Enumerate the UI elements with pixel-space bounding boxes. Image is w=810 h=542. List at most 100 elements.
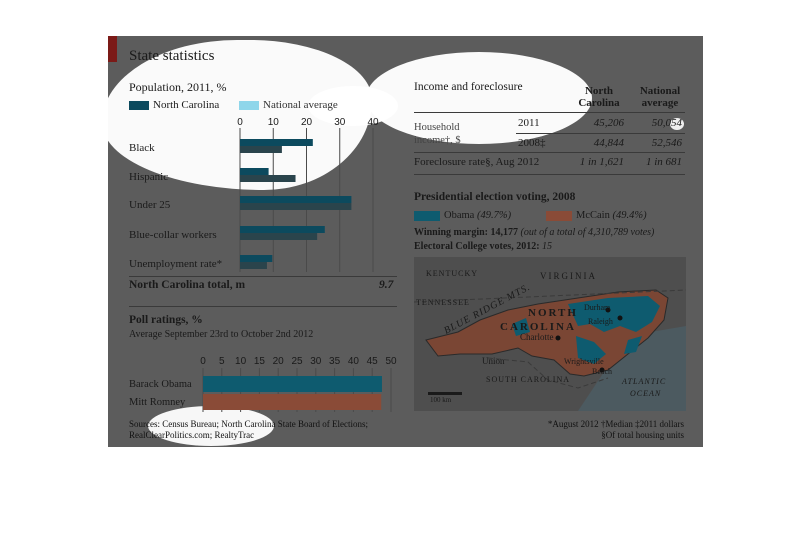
income-row2-rule bbox=[414, 152, 685, 153]
population-category-label: Under 25 bbox=[129, 199, 171, 211]
income-row1-nat: 50,054 bbox=[651, 117, 682, 129]
legend-label-national: National average bbox=[263, 99, 338, 111]
poll-top-rule bbox=[129, 306, 397, 307]
margin-label: Winning margin: 14,177 bbox=[414, 227, 518, 238]
poll-tick-label: 30 bbox=[310, 356, 322, 367]
poll-category-label: Mitt Romney bbox=[129, 397, 186, 408]
obama-regions bbox=[512, 296, 660, 364]
income-col-nc-2: Carolina bbox=[578, 97, 620, 109]
population-total-rule bbox=[129, 276, 397, 277]
population-category-label: Black bbox=[129, 142, 155, 154]
state-border-line bbox=[413, 289, 687, 303]
population-total-value: 9.7 bbox=[379, 279, 394, 291]
map-label-tennessee: TENNESSEE bbox=[416, 298, 470, 307]
map-label-union: Union bbox=[482, 356, 505, 366]
population-bar-nc bbox=[240, 168, 269, 175]
mccain-label: McCain bbox=[576, 210, 610, 221]
map-label-carolina: CAROLINA bbox=[500, 321, 576, 333]
population-tick-label: 40 bbox=[367, 117, 379, 128]
margin-note: (out of a total of 4,310,789 votes) bbox=[520, 227, 655, 238]
obama-label: Obama bbox=[444, 210, 475, 221]
population-bar-national bbox=[240, 262, 267, 269]
notes-line-2: §Of total housing units bbox=[601, 430, 684, 440]
income-row2-nc: 44,844 bbox=[593, 137, 624, 149]
population-bar-nc bbox=[240, 139, 313, 146]
poll-tick-label: 40 bbox=[348, 356, 360, 367]
ec-value: 15 bbox=[542, 241, 553, 252]
map-label-kentucky: KENTUCKY bbox=[426, 269, 478, 278]
population-category-label: Hispanic bbox=[129, 171, 168, 183]
city-durham bbox=[605, 307, 611, 313]
poll-tick-label: 35 bbox=[329, 356, 341, 367]
population-bar-nc bbox=[240, 255, 273, 262]
map-label-scale: 100 km bbox=[430, 396, 452, 404]
income-row1-rule bbox=[516, 133, 685, 134]
income-col-nc-1: North bbox=[584, 85, 614, 97]
sources-line-1: Sources: Census Bureau; North Carolina S… bbox=[129, 419, 368, 429]
population-bar-nc bbox=[240, 196, 352, 203]
income-row2-year: 2008‡ bbox=[518, 137, 546, 149]
population-chart: 0 10 20 30 40 Black Hispanic Under 25 Blue-colla… bbox=[129, 117, 379, 272]
city-charlotte bbox=[555, 335, 561, 341]
map-label-north: NORTH bbox=[528, 307, 578, 319]
poll-tick-label: 5 bbox=[219, 356, 225, 367]
population-tick-label: 10 bbox=[268, 117, 280, 128]
election-map: KENTUCKY VIRGINIA TENNESSEE BLUE RIDGE M… bbox=[413, 257, 687, 411]
poll-chart: 0 5 10 15 20 25 30 35 40 45 50 Barack Obama Mitt Rom… bbox=[129, 356, 397, 412]
population-title: Population, 2011, % bbox=[129, 80, 227, 94]
income-row3-label: Foreclosure rate§, Aug 2012 bbox=[414, 156, 540, 168]
poll-category-label: Barack Obama bbox=[129, 379, 192, 390]
poll-tick-label: 45 bbox=[367, 356, 379, 367]
section-marker bbox=[108, 36, 117, 62]
population-bar-national bbox=[240, 203, 352, 210]
notes-line-1: *August 2012 †Median ‡2011 dollars bbox=[547, 419, 684, 429]
map-label-charlotte: Charlotte bbox=[520, 332, 554, 342]
poll-title: Poll ratings, % bbox=[129, 314, 203, 326]
population-bar-nc bbox=[240, 226, 325, 233]
income-col-nat-2: average bbox=[641, 97, 679, 109]
population-category-label: Unemployment rate* bbox=[129, 258, 222, 270]
map-ocean bbox=[578, 326, 686, 411]
legend-swatch-mccain bbox=[546, 211, 572, 221]
legend-swatch-nc bbox=[129, 101, 149, 110]
legend-label-mccain: McCain (49.4%) bbox=[576, 210, 647, 221]
city-raleigh bbox=[617, 315, 623, 321]
population-bar-national bbox=[240, 233, 318, 240]
map-label-raleigh: Raleigh bbox=[588, 317, 613, 326]
population-tick-label: 30 bbox=[334, 117, 346, 128]
map-label-wrightsville: Wrightsville bbox=[564, 357, 604, 366]
income-row1-year: 2011 bbox=[518, 117, 540, 129]
scale-bar bbox=[428, 392, 462, 395]
mccain-pct: (49.4%) bbox=[612, 210, 647, 221]
income-row2-nat: 52,546 bbox=[651, 137, 682, 149]
income-bottom-rule bbox=[414, 174, 685, 175]
income-header-rule bbox=[414, 112, 685, 113]
map-label-atlantic: ATLANTIC bbox=[621, 377, 666, 386]
income-row1-nc: 45,206 bbox=[593, 117, 624, 129]
poll-tick-label: 15 bbox=[254, 356, 266, 367]
population-category-label: Blue-collar workers bbox=[129, 229, 217, 241]
poll-tick-label: 25 bbox=[291, 356, 303, 367]
income-row3-nc: 1 in 1,621 bbox=[579, 156, 624, 168]
poll-tick-label: 20 bbox=[273, 356, 285, 367]
income-row1-label: Household bbox=[414, 122, 460, 133]
population-tick-label: 20 bbox=[301, 117, 313, 128]
sources-line-2: RealClearPolitics.com; RealtyTrac bbox=[129, 430, 255, 440]
election-title: Presidential election voting, 2008 bbox=[414, 191, 576, 203]
map-label-virginia: VIRGINIA bbox=[540, 271, 597, 281]
population-bar-national bbox=[240, 175, 296, 182]
poll-bar-obama bbox=[203, 376, 382, 392]
legend-label-obama: Obama (49.7%) bbox=[444, 210, 511, 221]
winning-margin: Winning margin: 14,177 (out of a total o… bbox=[414, 227, 654, 238]
poll-tick-label: 10 bbox=[235, 356, 247, 367]
statistics-panel: State statistics Population, 2011, % Nor… bbox=[108, 36, 703, 447]
map-label-south-carolina: SOUTH CAROLINA bbox=[486, 375, 570, 384]
page-title: State statistics bbox=[129, 48, 215, 64]
highlight-dot bbox=[670, 118, 684, 130]
poll-subtitle: Average September 23rd to October 2nd 20… bbox=[129, 329, 314, 340]
legend-swatch-obama bbox=[414, 211, 440, 221]
income-row3-nat: 1 in 681 bbox=[645, 156, 682, 168]
obama-pct: (49.7%) bbox=[476, 210, 512, 221]
ec-label: Electoral College votes, 2012: bbox=[414, 241, 540, 252]
population-tick-label: 0 bbox=[237, 117, 243, 128]
